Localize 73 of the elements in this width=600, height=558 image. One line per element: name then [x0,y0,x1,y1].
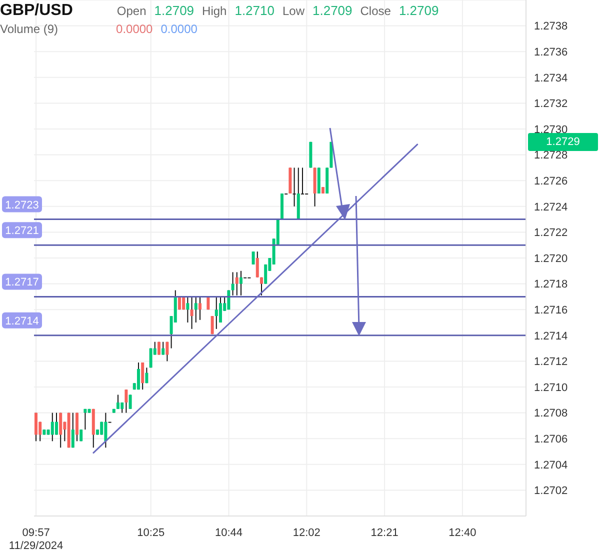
ref-line-label: 1.2714 [5,315,39,328]
candlestick [235,272,238,296]
candlestick [231,272,234,296]
y-tick-label: 1.2712 [534,356,568,368]
y-tick-label: 1.2724 [534,201,568,214]
candlestick [104,412,108,448]
candlestick [141,362,144,390]
candlestick [198,296,202,320]
annotation: High [202,4,227,18]
chart-title: GBP/USD [0,2,73,20]
candlestick [214,296,218,330]
candlestick [128,394,132,410]
candlestick [145,367,148,384]
candlestick [239,270,242,296]
annotation: Close [360,4,391,18]
candlestick [116,394,120,410]
candlestick [50,412,54,442]
ref-line-label: 1.2723 [5,199,39,212]
ref-line-label: 1.2717 [5,276,39,289]
candlestick [260,276,263,296]
x-tick-label: 10:44 [214,527,243,539]
y-tick-label: 1.2736 [534,46,568,59]
text: 1.2729 [528,132,598,151]
candlestick [75,412,78,442]
y-tick-label: 1.2710 [534,382,568,394]
y-tick-label: 1.2706 [534,434,568,446]
annotation: 1.2709 [312,3,352,18]
y-tick-label: 1.2734 [534,72,568,84]
y-tick-label: 1.2738 [534,20,568,33]
candlestick [210,316,214,335]
annotation: 0.0000 [116,22,153,36]
y-tick-label: 1.2702 [534,485,568,498]
candlestick [124,389,128,414]
y-tick-label: 1.2704 [534,459,568,472]
y-tick-label: 1.2716 [534,304,568,317]
y-tick-label: 1.2718 [534,278,568,291]
candlestick [54,412,58,436]
candlestick [300,167,304,194]
candlestick [71,412,74,448]
annotation: 1.2709 [398,3,439,18]
x-tick-label: 12:02 [292,527,320,539]
candlestick [256,251,259,278]
candlestick [292,167,296,207]
candlestick [84,408,87,430]
x-tick-label: 12:40 [448,527,476,539]
candlestick [59,412,62,448]
y-tick-label: 1.2708 [534,408,568,420]
candlestick [190,296,194,330]
candlestick [252,251,255,265]
annotation: 1.2709 [154,3,194,18]
candlestick [218,296,222,323]
x-tick-label: 10:25 [137,527,165,539]
candlestick [186,296,190,323]
y-tick-label: 1.2720 [534,252,568,265]
y-tick-label: 1.2726 [534,176,568,188]
candlestick [162,341,165,356]
annotation: Volume (9) [0,22,58,36]
y-tick-label: 1.2722 [534,227,568,240]
candlestick [194,296,198,323]
annotation: Low [282,4,304,18]
annotation: Open [116,4,146,18]
y-tick-label: 1.2732 [534,98,568,110]
annotation: 0.0000 [160,22,198,36]
y-tick-label: 1.2714 [534,330,568,342]
y-tick-label: 1.2728 [534,150,568,162]
ref-line-label: 1.2721 [5,225,39,238]
candlestick [157,341,160,356]
candlestick [136,362,140,390]
x-tick-label: 09:57 11/29/2024 [8,527,64,552]
candlestick [166,341,169,362]
x-tick-label: 12:21 [370,527,398,539]
candlestick [34,412,38,442]
annotation: 1.2710 [234,3,274,18]
